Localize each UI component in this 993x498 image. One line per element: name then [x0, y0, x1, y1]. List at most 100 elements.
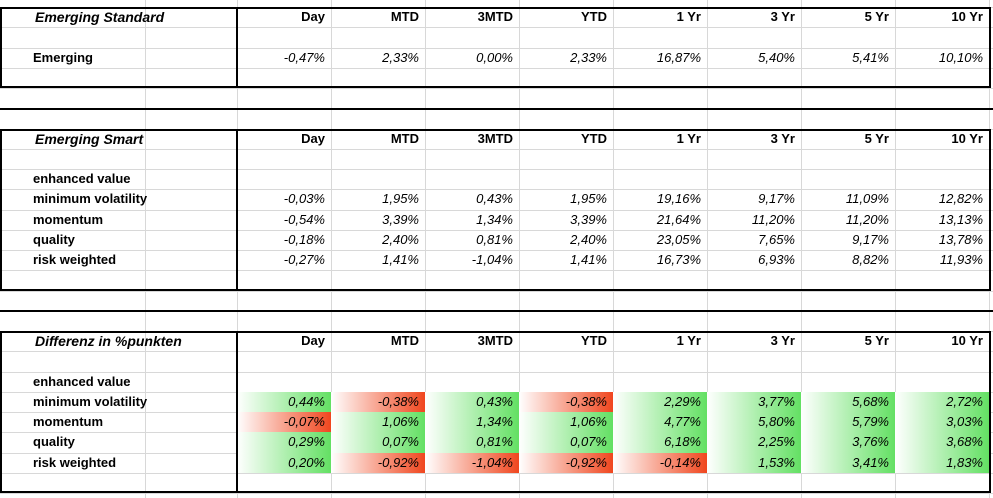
column-header: 10 Yr [951, 9, 983, 24]
value-cell: -0,18% [283, 231, 325, 247]
separator [0, 108, 993, 110]
grid-line [0, 88, 993, 89]
value-cell: 1,41% [382, 252, 419, 267]
grid-line [0, 250, 993, 251]
grid-line [0, 189, 993, 191]
value-cell: 5,80% [707, 412, 801, 433]
column-header: Day [301, 130, 325, 146]
column-header: 3MTD [477, 130, 513, 146]
value-cell: 1,06% [331, 412, 425, 433]
value-cell: 5,68% [801, 391, 895, 412]
value-cell: 2,33% [570, 49, 607, 65]
column-header: 3 Yr [770, 130, 795, 146]
value-cell: 1,95% [570, 191, 607, 207]
grid-line [331, 0, 332, 498]
table-title: Emerging Smart [35, 130, 144, 147]
value-cell: 12,82% [938, 191, 983, 207]
row-label: minimum volatility [33, 393, 148, 409]
column-header: 3 Yr [770, 333, 795, 348]
table-box [0, 331, 991, 493]
value-cell: 0,07% [519, 432, 613, 453]
column-header: Day [301, 9, 325, 24]
value-cell: 2,29% [613, 391, 707, 412]
value-cell: -0,14% [613, 452, 707, 473]
grid-line [425, 0, 426, 498]
value-cell: 2,25% [707, 432, 801, 453]
value-cell: -1,04% [471, 252, 513, 267]
separator [0, 310, 993, 312]
row-label: quality [33, 231, 75, 247]
value-cell: 3,68% [895, 432, 989, 453]
value-cell: 0,81% [425, 432, 519, 453]
value-cell: 16,87% [656, 49, 701, 65]
grid-line [519, 0, 520, 498]
value-cell: 5,41% [852, 49, 889, 65]
value-cell: -0,92% [519, 452, 613, 473]
grid-line [613, 0, 614, 498]
table-title: Emerging Standard [35, 9, 165, 25]
grid-line [707, 0, 708, 498]
value-cell: 6,18% [613, 432, 707, 453]
value-cell: 3,77% [707, 391, 801, 412]
value-cell: 11,20% [751, 211, 795, 227]
value-cell: -0,38% [331, 391, 425, 412]
row-label: enhanced value [33, 373, 131, 389]
value-cell: 0,43% [425, 391, 519, 412]
value-cell: 3,03% [895, 412, 989, 433]
grid-line [0, 148, 993, 150]
column-header: MTD [390, 9, 419, 24]
value-cell: 21,64% [656, 211, 701, 227]
label-divider [236, 128, 238, 291]
column-header: Day [301, 333, 325, 348]
value-cell: 11,20% [845, 211, 889, 227]
value-cell: 0,00% [476, 49, 513, 65]
value-cell: -0,47% [283, 49, 325, 65]
value-cell: 2,40% [382, 231, 419, 247]
value-cell: 3,39% [382, 211, 419, 227]
grid-line [0, 351, 993, 353]
value-cell: 8,82% [852, 252, 889, 267]
value-cell: 11,93% [939, 252, 983, 267]
value-cell: 2,40% [570, 231, 607, 247]
value-cell: 1,95% [382, 191, 419, 207]
grid-line [0, 27, 993, 29]
grid-line [0, 371, 993, 373]
table-box [0, 7, 991, 88]
grid-line [0, 169, 993, 170]
value-cell: 13,13% [938, 211, 983, 227]
value-cell: 23,05% [656, 231, 701, 247]
value-cell: -1,04% [425, 452, 519, 473]
grid-line [895, 0, 896, 498]
value-cell: 2,33% [382, 49, 419, 65]
value-cell: 9,17% [758, 191, 795, 207]
column-header: 10 Yr [951, 333, 983, 348]
grid-line [0, 209, 993, 211]
column-header: 5 Yr [864, 130, 889, 146]
column-header: 1 Yr [676, 9, 701, 24]
column-header: YTD [581, 130, 607, 146]
column-header: MTD [390, 333, 419, 348]
value-cell: 3,41% [801, 452, 895, 473]
column-header: 1 Yr [676, 130, 701, 146]
value-cell: 0,43% [476, 191, 513, 207]
column-header: 5 Yr [864, 9, 889, 24]
value-cell: 11,09% [845, 191, 889, 207]
value-cell: 2,72% [895, 391, 989, 412]
row-label: quality [33, 434, 75, 450]
column-header: 3MTD [477, 9, 513, 24]
value-cell: -0,07% [237, 412, 331, 433]
column-header: 3MTD [477, 333, 513, 348]
row-label: risk weighted [33, 252, 117, 267]
row-label: Emerging [33, 49, 93, 65]
column-header: 1 Yr [676, 333, 701, 348]
column-header: 3 Yr [770, 9, 795, 24]
grid-line [0, 229, 993, 231]
row-label: momentum [33, 211, 104, 227]
value-cell: 19,16% [656, 191, 701, 207]
grid-line [0, 270, 993, 272]
value-cell: 9,17% [852, 231, 889, 247]
value-cell: 3,39% [570, 211, 607, 227]
value-cell: 1,06% [519, 412, 613, 433]
value-cell: 1,83% [895, 452, 989, 473]
